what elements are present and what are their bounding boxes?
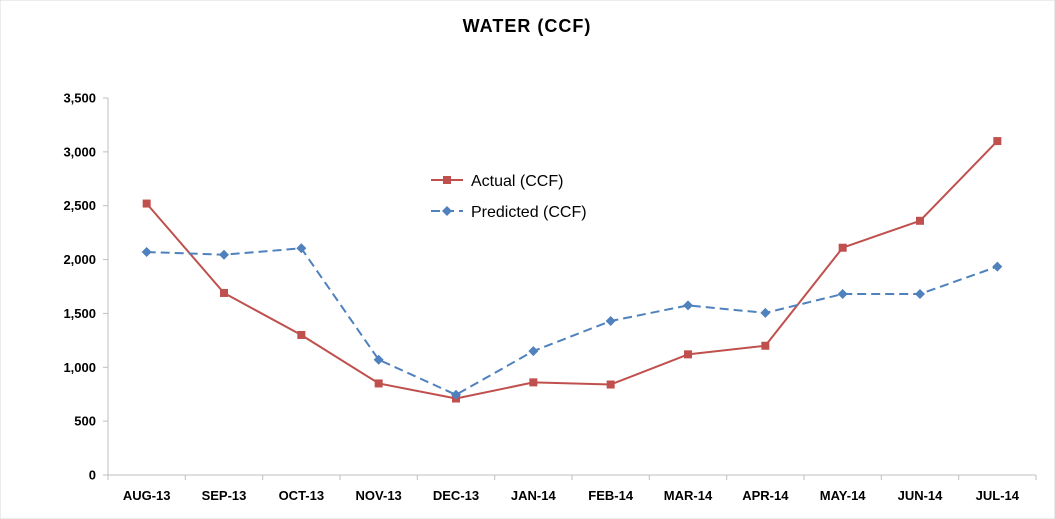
legend-item: Actual (CCF): [431, 173, 563, 190]
chart-title: WATER (CCF): [463, 16, 592, 36]
x-tick-label: JUL-14: [976, 488, 1020, 503]
data-point: [838, 243, 847, 252]
x-tick-label: SEP-13: [202, 488, 247, 503]
data-point: [219, 249, 229, 260]
axes: 0 500 1,000 1,500 2,000 2,500 3,000 3,500 AUG-13…: [63, 91, 1037, 503]
data-point: [142, 199, 151, 208]
x-tick-label: APR-14: [742, 488, 789, 503]
data-point: [296, 243, 307, 254]
data-point: [993, 137, 1002, 146]
y-tick-label: 0: [89, 468, 96, 483]
data-point: [683, 300, 693, 311]
x-tick-label: FEB-14: [588, 488, 634, 503]
y-tick-label: 3,000: [63, 144, 96, 159]
y-tick-label: 1,000: [63, 360, 96, 375]
data-point: [916, 216, 924, 225]
series-line: [146, 247, 998, 396]
data-point: [605, 315, 616, 326]
x-tick-label: MAR-14: [664, 488, 713, 503]
legend: Actual (CCF) Predicted (CCF): [431, 173, 587, 221]
data-point: [761, 341, 770, 350]
data-point: [141, 247, 152, 258]
y-tick-label: 2,000: [63, 252, 96, 267]
data-point: [529, 378, 538, 387]
data-point: [992, 261, 1003, 272]
data-point: [220, 288, 228, 297]
legend-label: Predicted (CCF): [471, 204, 587, 221]
legend-label: Actual (CCF): [471, 173, 563, 190]
data-point: [528, 346, 539, 357]
x-tick-label: JAN-14: [511, 488, 557, 503]
legend-marker: [443, 176, 451, 184]
y-tick-label: 500: [74, 414, 96, 429]
series-layer: [141, 137, 1003, 403]
x-tick-label: AUG-13: [123, 488, 171, 503]
data-point: [374, 379, 383, 388]
y-tick-label: 1,500: [63, 306, 96, 321]
series-line: [145, 140, 999, 400]
data-point: [760, 307, 771, 318]
data-point: [837, 289, 848, 300]
x-tick-label: MAY-14: [820, 488, 867, 503]
series-predicted: [141, 243, 1003, 400]
data-point: [606, 380, 615, 389]
x-tick-label: OCT-13: [279, 488, 325, 503]
legend-item: Predicted (CCF): [431, 204, 587, 221]
legend-marker: [442, 206, 452, 216]
x-tick-label: DEC-13: [433, 488, 479, 503]
x-tick-label: NOV-13: [356, 488, 402, 503]
x-tick-label: JUN-14: [898, 488, 944, 503]
data-point: [373, 354, 384, 365]
y-tick-label: 2,500: [63, 198, 96, 213]
data-point: [684, 350, 692, 359]
y-tick-label: 3,500: [63, 91, 96, 106]
data-point: [915, 289, 925, 300]
data-point: [297, 330, 306, 339]
data-point: [451, 389, 461, 400]
